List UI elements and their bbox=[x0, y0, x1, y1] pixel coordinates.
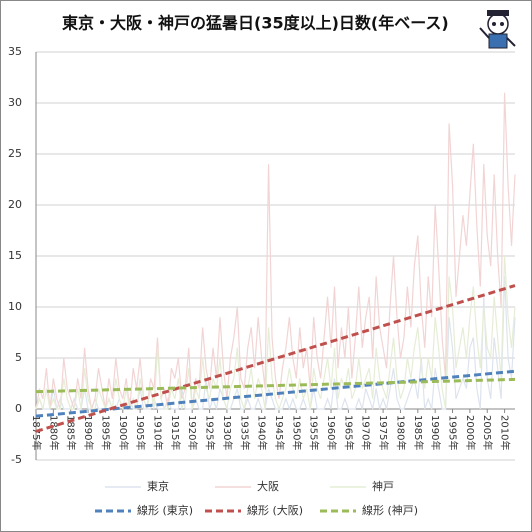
x-tick-label: 1930年 bbox=[221, 415, 234, 450]
x-tick-label: 1990年 bbox=[429, 415, 442, 450]
y-tick-label: 20 bbox=[8, 198, 22, 211]
legend-label: 大阪 bbox=[257, 479, 279, 493]
x-tick-label: 1980年 bbox=[394, 415, 407, 450]
x-tick-label: 1900年 bbox=[117, 415, 130, 450]
y-tick-label: 35 bbox=[8, 45, 22, 58]
x-tick-label: 1975年 bbox=[377, 415, 390, 450]
trend-line bbox=[35, 284, 516, 433]
x-tick-label: 1955年 bbox=[308, 415, 321, 450]
x-tick-label: 1940年 bbox=[256, 415, 269, 450]
x-tick-label: 1925年 bbox=[204, 415, 217, 450]
x-tick-label: 1880年 bbox=[47, 415, 60, 450]
chart-title: 東京・大阪・神戸の猛暑日(35度以上)日数(年ベース) bbox=[62, 14, 449, 33]
x-tick-label: 1985年 bbox=[412, 415, 425, 450]
y-tick-label: 25 bbox=[8, 147, 22, 160]
x-tick-label: 2005年 bbox=[481, 415, 494, 450]
data-line bbox=[35, 92, 516, 410]
trend-line bbox=[35, 377, 516, 394]
x-tick-label: 1950年 bbox=[290, 415, 303, 450]
x-tick-label: 1895年 bbox=[99, 415, 112, 450]
legend-label: 東京 bbox=[147, 479, 169, 493]
y-tick-label: 10 bbox=[8, 300, 22, 313]
x-tick-label: 2010年 bbox=[499, 415, 512, 450]
y-tick-label: 15 bbox=[8, 249, 22, 262]
mascot bbox=[479, 10, 516, 49]
y-tick-label: -5 bbox=[11, 453, 22, 466]
legend-label: 線形 (大阪) bbox=[247, 503, 303, 517]
x-tick-label: 1935年 bbox=[238, 415, 251, 450]
data-line bbox=[35, 255, 516, 411]
x-tick-label: 1915年 bbox=[169, 415, 182, 450]
x-tick-label: 1920年 bbox=[186, 415, 199, 450]
x-tick-label: 1995年 bbox=[447, 415, 460, 450]
x-tick-label: 1960年 bbox=[325, 415, 338, 450]
legend-label: 線形 (神戸) bbox=[362, 503, 418, 517]
legend-label: 神戸 bbox=[372, 479, 394, 493]
x-tick-label: 2000年 bbox=[464, 415, 477, 450]
y-tick-label: 30 bbox=[8, 96, 22, 109]
x-tick-label: 1905年 bbox=[134, 415, 147, 450]
y-tick-label: 5 bbox=[15, 351, 22, 364]
legend-label: 線形 (東京) bbox=[137, 503, 193, 517]
x-tick-label: 1945年 bbox=[273, 415, 286, 450]
x-tick-label: 1910年 bbox=[151, 415, 164, 450]
x-tick-label: 1885年 bbox=[65, 415, 78, 450]
x-tick-label: 1890年 bbox=[82, 415, 95, 450]
y-tick-label: 0 bbox=[15, 402, 22, 415]
x-tick-label: 1970年 bbox=[360, 415, 373, 450]
x-tick-label: 1965年 bbox=[342, 415, 355, 450]
